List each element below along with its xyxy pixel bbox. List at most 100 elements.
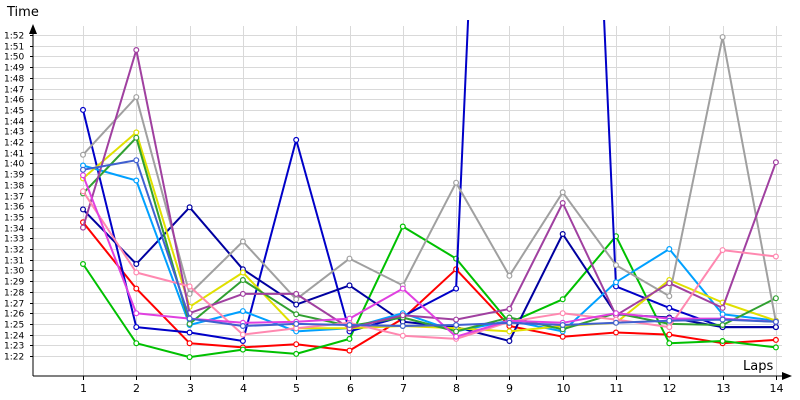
series-line (82, 136, 777, 333)
data-point (346, 282, 353, 289)
data-point (559, 333, 566, 340)
data-point (399, 285, 406, 292)
y-tick-label: 1:33 (4, 235, 24, 245)
data-point (612, 279, 619, 286)
data-point (399, 223, 406, 230)
data-point (186, 340, 193, 347)
data-point (293, 320, 300, 327)
data-point (133, 340, 140, 347)
data-point (186, 290, 193, 297)
data-point (133, 324, 140, 331)
data-point (559, 189, 566, 196)
data-point (346, 335, 353, 342)
data-point (559, 200, 566, 207)
y-tick-label: 1:43 (4, 128, 24, 138)
data-point (612, 319, 619, 326)
data-point (772, 159, 779, 166)
data-point (239, 308, 246, 315)
x-tick-label: 11 (610, 382, 624, 395)
data-point (399, 323, 406, 330)
y-tick-label: 1:28 (4, 289, 24, 299)
y-tick-label: 1:50 (4, 53, 24, 63)
data-point (186, 204, 193, 211)
x-tick-label: 13 (717, 382, 731, 395)
series-12 (79, 157, 779, 330)
y-tick-label: 1:49 (4, 64, 24, 74)
data-point (133, 285, 140, 292)
y-tick-label: 1:51 (4, 43, 24, 53)
y-tick-label: 1:23 (4, 342, 24, 352)
y-tick-label: 1:25 (4, 321, 24, 331)
y-tick-label: 1:44 (4, 118, 24, 128)
y-tick-label: 1:36 (4, 203, 24, 213)
y-axis-title: Time (6, 5, 39, 20)
y-tick-label: 1:38 (4, 182, 24, 192)
y-tick-label: 1:34 (4, 225, 24, 235)
series-line (82, 131, 777, 333)
data-point (133, 310, 140, 317)
x-axis-arrow (782, 372, 792, 380)
series-line (82, 164, 777, 333)
series (79, 20, 779, 361)
series-line (82, 20, 776, 342)
data-point (346, 322, 353, 329)
data-point (719, 304, 726, 311)
y-tick-label: 1:37 (4, 193, 24, 203)
data-point (612, 310, 619, 317)
data-point (239, 323, 246, 330)
data-point (293, 136, 300, 143)
data-point (239, 290, 246, 297)
x-tick-label: 3 (187, 382, 194, 395)
y-tick-label: 1:39 (4, 171, 24, 181)
data-point (506, 328, 513, 335)
data-point (666, 331, 673, 338)
data-point (293, 341, 300, 348)
y-tick-label: 1:47 (4, 86, 24, 96)
x-tick-label: 9 (506, 382, 513, 395)
y-tick-label: 1:32 (4, 246, 24, 256)
data-point (559, 231, 566, 238)
data-point (79, 224, 86, 231)
series-line (82, 190, 777, 340)
y-tick-label: 1:26 (4, 310, 24, 320)
data-point (346, 255, 353, 262)
data-point (772, 344, 779, 351)
data-point (666, 324, 673, 331)
data-point (79, 188, 86, 195)
y-tick-label: 1:29 (4, 278, 24, 288)
x-tick-label: 8 (453, 382, 460, 395)
data-point (239, 277, 246, 284)
x-tick-label: 2 (133, 382, 140, 395)
y-tick-labels: 1:221:231:241:251:261:271:281:291:301:31… (4, 32, 24, 363)
y-axis-arrow (29, 24, 37, 34)
data-point (186, 354, 193, 361)
data-point (133, 157, 140, 164)
data-point (666, 340, 673, 347)
data-point (719, 322, 726, 329)
y-tick-label: 1:27 (4, 300, 24, 310)
data-point (133, 177, 140, 184)
data-point (719, 338, 726, 345)
y-tick-label: 1:42 (4, 139, 24, 149)
data-point (293, 290, 300, 297)
x-tick-label: 4 (240, 382, 247, 395)
data-point (612, 329, 619, 336)
data-point (133, 261, 140, 268)
y-tick-label: 1:22 (4, 353, 24, 363)
series-8 (79, 34, 779, 325)
axes: Time Laps (6, 5, 792, 380)
data-point (719, 34, 726, 41)
data-point (133, 46, 140, 53)
data-point (453, 179, 460, 186)
data-point (133, 129, 140, 136)
y-tick-label: 1:35 (4, 214, 24, 224)
y-tick-label: 1:24 (4, 332, 24, 342)
data-point (453, 333, 460, 340)
x-tick-label: 10 (557, 382, 571, 395)
y-tick-label: 1:46 (4, 96, 24, 106)
data-point (506, 272, 513, 279)
data-point (719, 316, 726, 323)
x-tick-label: 7 (400, 382, 407, 395)
